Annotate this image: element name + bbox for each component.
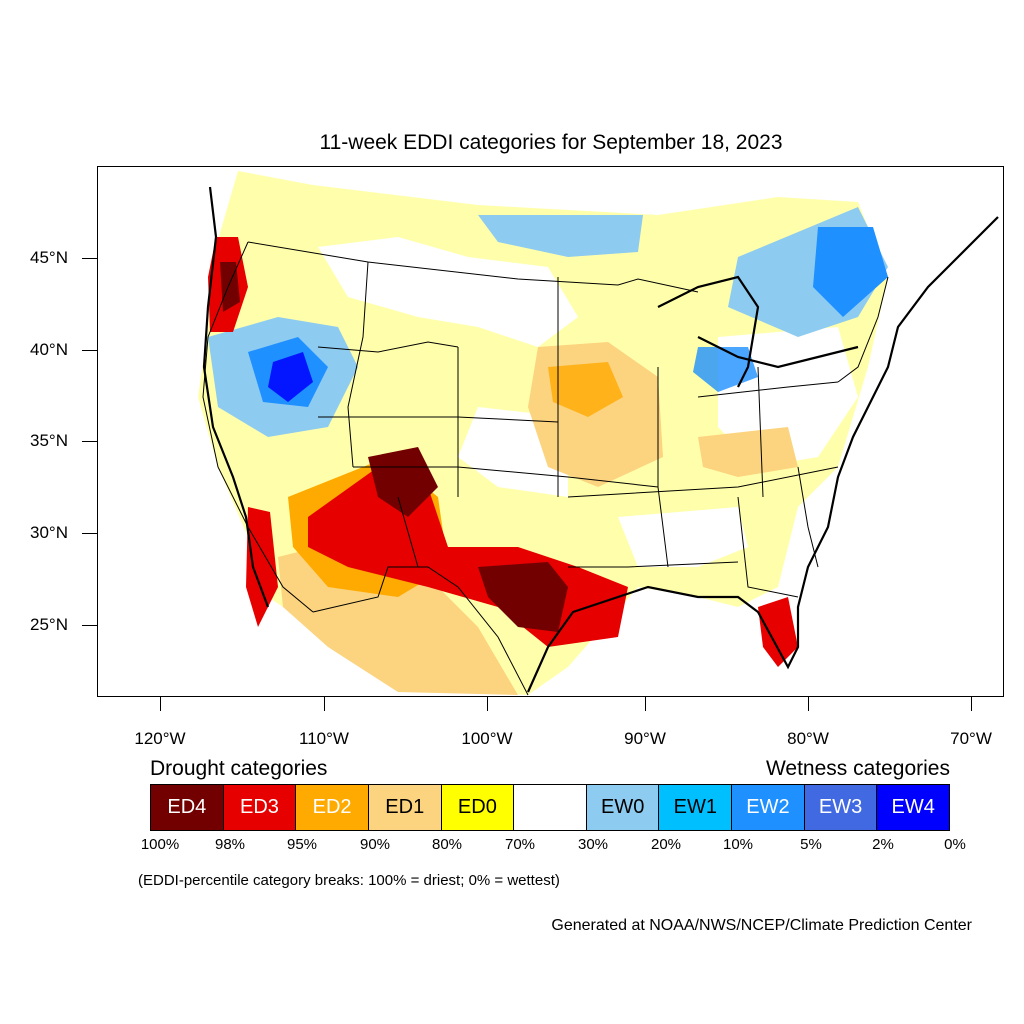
lat-label-45: 45°N xyxy=(30,248,68,267)
legend-label-ew4: EW4 xyxy=(891,796,935,818)
legend-label-ed3: ED3 xyxy=(240,796,279,818)
normal-region-north xyxy=(318,237,578,347)
legend-box-ew4: EW4 xyxy=(877,785,950,830)
wet-region-north-border xyxy=(478,215,643,257)
wetness-categories-heading: Wetness categories xyxy=(765,757,950,780)
percent-break-90: 90% xyxy=(359,836,391,853)
lat-tick-45 xyxy=(82,258,97,259)
lat-label-35: 35°N xyxy=(30,431,68,450)
percent-break-20: 20% xyxy=(650,836,682,853)
legend-label-ew2: EW2 xyxy=(746,796,790,818)
lat-tick-35 xyxy=(82,441,97,442)
drought-categories-heading: Drought categories xyxy=(150,757,328,780)
legend-label-ew3: EW3 xyxy=(818,796,863,818)
percent-break-70: 70% xyxy=(504,836,536,853)
dry-region-appalachians xyxy=(698,427,798,477)
percent-break-98: 98% xyxy=(214,836,246,853)
wet-region-northwest-max xyxy=(268,352,313,402)
lon-tick-80 xyxy=(808,697,809,711)
coastlines xyxy=(202,186,999,693)
percent-break-80: 80% xyxy=(431,836,463,853)
political-boundaries xyxy=(202,241,889,696)
lon-tick-70 xyxy=(971,697,972,711)
wet-region-northeast-core xyxy=(813,227,888,317)
legend-box-ed1: ED1 xyxy=(368,785,442,830)
legend-label-ed2: ED2 xyxy=(312,796,352,818)
legend-box-ed2: ED2 xyxy=(296,785,369,830)
legend-box-ed4: ED4 xyxy=(151,785,224,830)
lat-label-25: 25°N xyxy=(30,615,68,634)
legend-box-ew0: EW0 xyxy=(586,785,660,830)
lon-label-80: 80°W xyxy=(787,729,829,748)
lat-tick-30 xyxy=(82,533,97,534)
lon-label-120: 120°W xyxy=(134,729,186,748)
lon-tick-100 xyxy=(487,697,488,711)
legend-label-ed1: ED1 xyxy=(385,796,425,818)
legend-box-normal xyxy=(514,785,587,830)
lat-label-30: 30°N xyxy=(30,523,68,542)
lon-label-100: 100°W xyxy=(461,729,513,748)
lon-label-70: 70°W xyxy=(950,729,992,748)
legend-box-ed0: ED0 xyxy=(441,785,515,830)
legend-box-ew1: EW1 xyxy=(659,785,733,830)
dry-region-iowa xyxy=(548,362,623,417)
percent-break-0: 0% xyxy=(944,836,966,853)
normal-region-south xyxy=(618,507,748,567)
legend-box-ew2: EW2 xyxy=(732,785,805,830)
category-legend: ED4 ED3 ED2 ED1 ED0 EW0 EW1 EW2 EW3 EW4 xyxy=(150,784,950,831)
dry-region-new-mexico xyxy=(368,447,438,517)
category-breaks-footnote: (EDDI-percentile category breaks: 100% =… xyxy=(138,872,560,889)
legend-label-ew1: EW1 xyxy=(673,796,717,818)
percent-break-100: 100% xyxy=(140,836,180,853)
lon-label-90: 90°W xyxy=(624,729,666,748)
map-panel xyxy=(97,166,1004,697)
lon-tick-90 xyxy=(645,697,646,711)
dry-region-pacific-nw-core xyxy=(220,262,240,312)
dry-region-florida xyxy=(758,597,798,667)
legend-box-ed3: ED3 xyxy=(223,785,297,830)
percent-break-5: 5% xyxy=(800,836,822,853)
legend-label-ed4: ED4 xyxy=(167,796,207,818)
percent-break-30: 30% xyxy=(577,836,609,853)
lon-tick-110 xyxy=(324,697,325,711)
legend-label-ew0: EW0 xyxy=(600,796,645,818)
eddi-map xyxy=(198,171,999,696)
lat-tick-40 xyxy=(82,350,97,351)
lon-tick-120 xyxy=(160,697,161,711)
lat-tick-25 xyxy=(82,625,97,626)
percent-break-10: 10% xyxy=(722,836,754,853)
legend-label-ed0: ED0 xyxy=(457,796,497,818)
credit-line: Generated at NOAA/NWS/NCEP/Climate Predi… xyxy=(551,917,972,934)
dry-region-texas xyxy=(478,562,568,632)
percent-break-2: 2% xyxy=(872,836,894,853)
percent-break-95: 95% xyxy=(286,836,318,853)
map-title: 11-week EDDI categories for September 18… xyxy=(319,131,783,154)
lat-label-40: 40°N xyxy=(30,340,68,359)
lon-label-110: 110°W xyxy=(299,729,349,748)
legend-box-ew3: EW3 xyxy=(804,785,878,830)
